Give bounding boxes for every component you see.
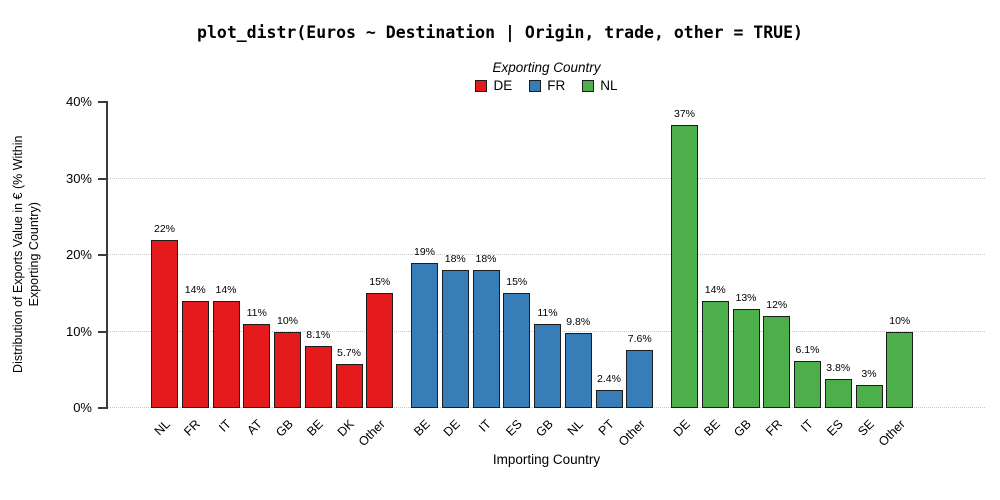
chart-title: plot_distr(Euros ~ Destination | Origin,… xyxy=(197,23,803,42)
plot-area: 0% 10% 20% 30% 40% 22% NL 14% FR 14% IT 11% AT 10% GB 8… xyxy=(66,94,985,449)
y-axis-line xyxy=(106,101,108,409)
bar-DE-DK xyxy=(335,364,363,408)
bar-value-label-NL-SE: 3% xyxy=(861,368,877,381)
bar-DE-NL xyxy=(151,239,178,408)
legend-item-FR: FR xyxy=(529,78,565,93)
bar-value-label-NL-DE: 37% xyxy=(673,107,695,120)
bar-value-label-DE-BE: 8.1% xyxy=(306,329,331,342)
bar-value-label-NL-GB: 13% xyxy=(735,291,757,304)
bar-FR-DE xyxy=(441,270,469,408)
legend: Exporting Country DE FR NL xyxy=(108,60,985,93)
legend-swatch-NL xyxy=(582,79,595,92)
bar-DE-FR xyxy=(181,300,209,408)
y-axis-title-line2: Exporting Country) xyxy=(27,202,41,307)
bar-value-label-DE-NL: 22% xyxy=(153,222,175,235)
bar-value-label-FR-ES: 15% xyxy=(506,276,528,289)
bar-DE-GB xyxy=(274,331,301,408)
bar-value-label-DE-Other: 15% xyxy=(369,276,391,289)
legend-items: DE FR NL xyxy=(108,78,985,93)
bar-FR-Other xyxy=(626,349,654,408)
bar-value-label-FR-IT: 18% xyxy=(475,253,497,266)
bar-value-label-FR-GB: 11% xyxy=(537,306,558,319)
bar-value-label-DE-IT: 14% xyxy=(215,283,237,296)
bar-value-label-FR-Other: 7.6% xyxy=(627,332,652,345)
bar-value-label-DE-DK: 5.7% xyxy=(337,347,361,360)
bar-value-label-NL-FR: 12% xyxy=(766,299,788,312)
bar-DE-Other xyxy=(366,293,394,408)
bar-NL-SE xyxy=(855,385,883,408)
y-tick-40% xyxy=(98,101,107,103)
bar-NL-Other xyxy=(886,331,914,408)
bar-NL-BE xyxy=(701,300,729,408)
y-tick-0% xyxy=(98,407,107,409)
bar-value-label-NL-IT: 6.1% xyxy=(795,344,820,357)
bar-value-label-DE-FR: 14% xyxy=(184,283,206,296)
bar-NL-IT xyxy=(794,361,821,408)
bar-value-label-DE-GB: 10% xyxy=(276,314,298,327)
bar-value-label-NL-BE: 14% xyxy=(704,283,726,296)
y-tick-label-0%: 0% xyxy=(73,400,92,415)
bar-FR-IT xyxy=(472,270,500,408)
bar-value-label-FR-BE: 19% xyxy=(413,245,435,258)
y-tick-label-40%: 40% xyxy=(65,94,92,109)
y-tick-label-20%: 20% xyxy=(65,247,92,262)
y-tick-10% xyxy=(98,330,107,333)
legend-swatch-FR xyxy=(529,79,542,92)
bar-NL-GB xyxy=(732,308,760,408)
bar-value-label-NL-Other: 10% xyxy=(889,314,911,327)
bar-FR-PT xyxy=(595,389,623,408)
bar-value-label-FR-DE: 18% xyxy=(444,253,466,266)
legend-label-NL: NL xyxy=(600,78,618,93)
bar-value-label-FR-NL: 9.8% xyxy=(566,316,591,329)
legend-swatch-DE xyxy=(475,79,488,92)
x-axis-title: Importing Country xyxy=(492,452,601,467)
bar-NL-FR xyxy=(763,316,791,408)
bar-FR-NL xyxy=(564,333,592,408)
bar-DE-AT xyxy=(243,323,271,408)
y-tick-30% xyxy=(98,177,107,180)
gridline-30pct xyxy=(108,177,985,179)
y-tick-label-30%: 30% xyxy=(65,170,92,186)
y-tick-20% xyxy=(98,254,107,256)
legend-title: Exporting Country xyxy=(492,60,601,75)
y-axis-title: Distribution of Exports Value in € (% Wi… xyxy=(10,84,43,424)
gridline-20pct xyxy=(108,254,985,255)
y-axis-title-line1: Distribution of Exports Value in € (% Wi… xyxy=(10,135,25,373)
legend-item-DE: DE xyxy=(475,78,512,93)
legend-item-NL: NL xyxy=(582,78,618,93)
bar-NL-DE xyxy=(671,124,698,408)
bar-DE-IT xyxy=(212,300,240,408)
bar-value-label-FR-PT: 2.4% xyxy=(597,372,621,385)
bar-value-label-DE-AT: 11% xyxy=(246,306,267,319)
bar-value-label-NL-ES: 3.8% xyxy=(826,361,851,374)
legend-label-FR: FR xyxy=(547,78,566,93)
bar-FR-GB xyxy=(534,323,561,408)
legend-label-DE: DE xyxy=(493,78,513,93)
bar-FR-BE xyxy=(411,262,438,408)
bar-DE-BE xyxy=(304,346,332,408)
bar-NL-ES xyxy=(824,378,852,408)
y-tick-label-10%: 10% xyxy=(65,323,92,339)
bar-FR-ES xyxy=(503,293,531,408)
